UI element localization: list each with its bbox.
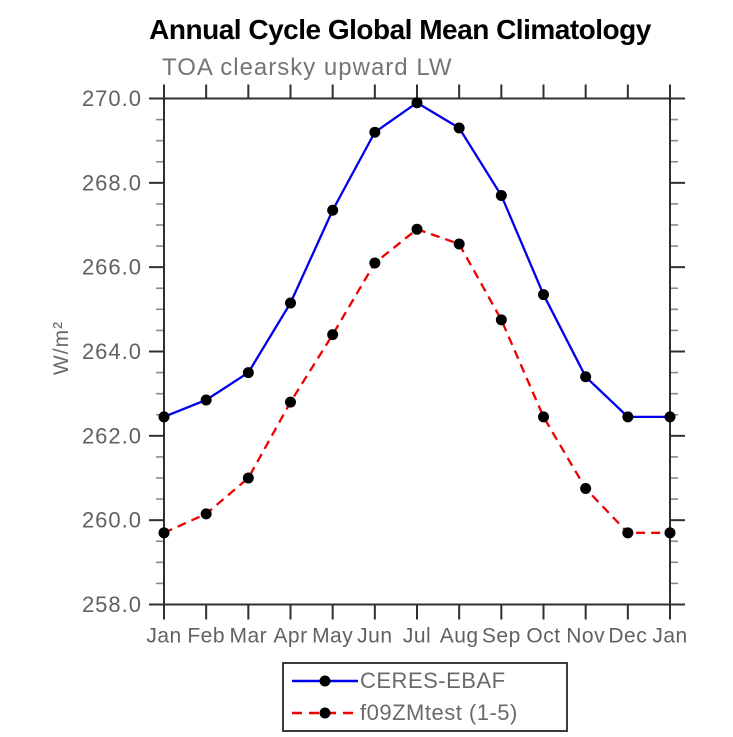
y-axis-ticks: [149, 97, 685, 606]
legend-line-sample-dashed-icon: [292, 707, 358, 719]
legend-item-ceres-ebaf: CERES-EBAF: [284, 665, 566, 697]
svg-text:262.0: 262.0: [82, 423, 142, 448]
chart-title: Annual Cycle Global Mean Climatology: [149, 14, 651, 45]
svg-text:Nov: Nov: [566, 625, 605, 648]
svg-text:Jun: Jun: [357, 625, 392, 648]
chart-subtitle: TOA clearsky upward LW: [162, 54, 453, 81]
legend-label-ceres-ebaf: CERES-EBAF: [360, 667, 506, 693]
svg-text:258.0: 258.0: [82, 592, 142, 617]
legend-line-sample-solid-icon: [292, 675, 358, 687]
series-markers-1: [158, 223, 676, 539]
legend: CERES-EBAF f09ZMtest (1-5): [282, 662, 568, 732]
svg-text:Feb: Feb: [187, 625, 225, 648]
svg-text:266.0: 266.0: [82, 255, 142, 280]
svg-text:Mar: Mar: [229, 625, 267, 648]
y-axis-tick-labels: 270.0 268.0 266.0 264.0 262.0 260.0 258.0: [82, 86, 142, 617]
plot-area: Jan Feb Mar Apr May Jun Jul Aug Sep Oct Nov Dec Jan2…: [82, 84, 687, 648]
svg-text:May: May: [312, 625, 353, 648]
svg-text:Jul: Jul: [403, 625, 431, 648]
x-axis-tick-labels: Jan Feb Mar Apr May Jun Jul Aug Sep Oct Nov Dec Jan: [146, 625, 687, 648]
svg-text:Jan: Jan: [146, 625, 181, 648]
svg-text:Jan: Jan: [652, 625, 687, 648]
svg-text:Sep: Sep: [482, 625, 521, 648]
svg-text:260.0: 260.0: [82, 508, 142, 533]
svg-text:270.0: 270.0: [82, 86, 142, 111]
svg-text:Apr: Apr: [273, 625, 307, 648]
series-line-0: [163, 101, 670, 419]
svg-text:Aug: Aug: [440, 625, 479, 648]
svg-text:268.0: 268.0: [82, 170, 142, 195]
x-axis-ticks: [163, 84, 671, 620]
svg-text:Oct: Oct: [526, 625, 560, 648]
series-markers-0: [158, 97, 676, 423]
series-line-1: [163, 227, 670, 534]
legend-label-f09zmtest: f09ZMtest (1-5): [360, 700, 518, 726]
legend-item-f09zmtest: f09ZMtest (1-5): [284, 697, 566, 729]
svg-text:264.0: 264.0: [82, 339, 142, 364]
svg-text:Dec: Dec: [608, 625, 647, 648]
axis-box: [163, 97, 671, 606]
